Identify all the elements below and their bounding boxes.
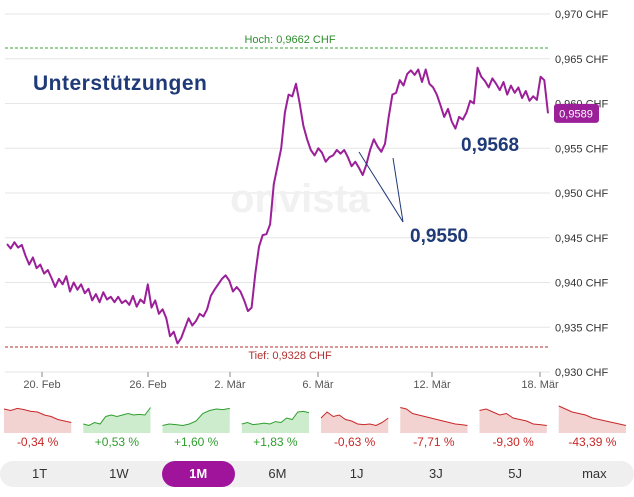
sparkline-line [479,408,547,426]
period-performance: +1,60 % [162,407,230,449]
sparkline-line [241,410,310,426]
y-axis-ticks: 0,930 CHF 0,935 CHF 0,940 CHF 0,945 CHF 0,95… [555,9,608,379]
x-tick-label: 18. Mär [521,379,559,391]
support-label-lower: 0,9550 [410,226,468,247]
period-button-1t[interactable]: 1T [32,466,48,481]
sparkline-area [4,408,72,433]
period-performance: +0,53 % [83,407,151,449]
period-selector: 1T 1W 1M 6M 1J 3J 5J max [0,461,634,487]
y-tick-label: 0,930 CHF [555,367,608,379]
sparkline-area [479,409,547,433]
y-tick-label: 0,950 CHF [555,188,608,200]
y-tick-label: 0,935 CHF [555,322,608,334]
period-performance-value: -9,30 % [492,435,534,449]
sparkline-area [400,407,468,433]
period-performance-value: +0,53 % [95,435,140,449]
sparkline-area [162,408,230,433]
period-performance-value: +1,83 % [253,435,298,449]
period-performance-value: -43,39 % [568,435,616,449]
x-tick-label: 6. Mär [302,379,334,391]
period-button-1w[interactable]: 1W [109,466,129,481]
period-button-1m[interactable]: 1M [161,461,235,487]
period-button-max[interactable]: max [582,466,607,481]
y-tick-label: 0,955 CHF [555,143,608,155]
y-tick-label: 0,940 CHF [555,278,608,290]
period-performance-value: -7,71 % [413,435,455,449]
sparkline-line [3,407,72,423]
period-performance: -9,30 % [479,408,547,449]
period-button-3j[interactable]: 3J [429,466,443,481]
period-performance-value: +1,60 % [174,435,219,449]
x-tick-label: 12. Mär [413,379,451,391]
support-arrow-1 [358,151,404,223]
sparkline-area [83,407,151,433]
current-price-marker: 0,9589 [554,103,599,123]
x-tick-label: 26. Feb [129,379,166,391]
support-arrow-2 [392,157,404,223]
performance-row: -0,34 % +0,53 % +1,60 % +1,83 % -0,63 % -7,71… [0,395,634,457]
sparkline-area [558,406,626,433]
chart-annotation-title: Unterstützungen [33,72,207,95]
x-tick-label: 20. Feb [23,379,60,391]
sparkline-line [558,405,627,426]
grid-lines [5,13,550,373]
period-button-6m[interactable]: 6M [268,466,287,481]
sparkline-line [83,407,151,427]
x-axis-ticks: 20. Feb 26. Feb 2. Mär 6. Mär 12. Mär 18. Mär [23,372,559,391]
price-chart: 0,930 CHF 0,935 CHF 0,940 CHF 0,945 CHF 0,95… [5,9,608,391]
sparkline-area [241,411,309,433]
watermark: onvista [230,177,371,221]
y-tick-label: 0,965 CHF [555,54,608,66]
sparkline-line [320,411,389,427]
performance-sparklines: -0,34 % +0,53 % +1,60 % +1,83 % -0,63 % -7,71… [3,405,627,449]
x-tick-label: 2. Mär [214,379,246,391]
period-performance: -7,71 % [400,407,468,449]
period-performance: -43,39 % [558,405,627,449]
period-button-5j[interactable]: 5J [508,466,522,481]
current-price-label: 0,9589 [559,108,593,120]
support-label-upper: 0,9568 [461,135,519,156]
price-series-line [6,66,549,345]
sparkline-line [400,407,468,426]
sparkline-line [162,407,230,427]
period-performance: -0,63 % [320,411,389,449]
period-performance: +1,83 % [241,410,310,449]
high-label: Hoch: 0,9662 CHF [244,34,335,46]
period-performance-value: -0,63 % [334,435,376,449]
y-tick-label: 0,945 CHF [555,233,608,245]
period-button-1j[interactable]: 1J [349,466,364,481]
low-label: Tief: 0,9328 CHF [248,350,332,362]
period-performance-value: -0,34 % [17,435,59,449]
period-performance: -0,34 % [3,407,72,449]
y-tick-label: 0,970 CHF [555,9,608,21]
